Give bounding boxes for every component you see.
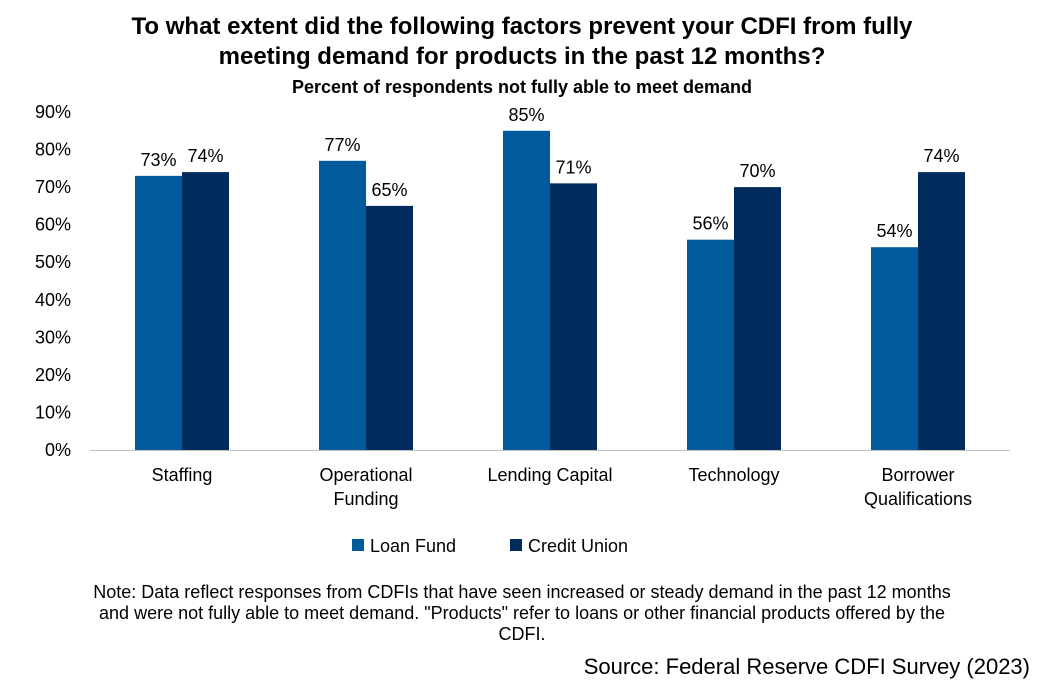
bar-loan-fund (503, 130, 550, 450)
bar-credit-union (182, 172, 229, 451)
data-label: 73% (140, 150, 176, 170)
data-label: 56% (692, 214, 728, 234)
data-label: 71% (555, 157, 591, 177)
bar-loan-fund (687, 239, 734, 450)
y-tick-label: 60% (35, 215, 71, 235)
bar-loan-fund (871, 247, 918, 450)
bar-loan-fund (135, 175, 182, 450)
bar-loan-fund (319, 160, 366, 451)
x-tick-label: Lending Capital (487, 465, 612, 485)
bar-credit-union (550, 183, 597, 450)
bar-chart: 0% 10% 20% 30% 40% 50% 60% 70% 80% 90% 73% 74% Staff… (35, 102, 1010, 556)
chart-title-line-1: To what extent did the following factors… (131, 13, 913, 40)
y-tick-label: 70% (35, 177, 71, 197)
bar-credit-union (734, 187, 781, 450)
bar-credit-union (918, 172, 965, 451)
y-tick-label: 30% (35, 327, 71, 347)
y-tick-label: 90% (35, 102, 71, 122)
chart-title-line-2: meeting demand for products in the past … (218, 43, 826, 70)
y-tick-label: 0% (45, 440, 71, 460)
x-tick-label: Qualifications (864, 489, 972, 509)
data-label: 74% (187, 146, 223, 166)
source-credit: Source: Federal Reserve CDFI Survey (202… (583, 654, 1030, 679)
chart-subtitle: Percent of respondents not fully able to… (291, 77, 753, 97)
note-line-3: CDFI. (498, 624, 546, 644)
bar-credit-union (366, 205, 413, 450)
chart-note: Note: Data reflect responses from CDFIs … (0, 582, 1044, 645)
x-tick-label: Staffing (152, 465, 213, 485)
x-tick-label: Technology (688, 465, 779, 485)
legend-swatch-credit-union (510, 539, 522, 551)
legend-label-loan-fund: Loan Fund (370, 536, 456, 556)
data-label: 74% (923, 146, 959, 166)
x-tick-label: Funding (333, 489, 398, 509)
data-label: 85% (508, 105, 544, 125)
y-tick-label: 80% (35, 140, 71, 160)
data-label: 65% (371, 180, 407, 200)
legend-label-credit-union: Credit Union (528, 536, 628, 556)
note-line-2: and were not fully able to meet demand. … (99, 603, 945, 623)
data-label: 70% (739, 161, 775, 181)
x-tick-label: Borrower (881, 465, 954, 485)
x-tick-label: Operational (319, 465, 412, 485)
y-tick-label: 50% (35, 252, 71, 272)
y-tick-label: 40% (35, 290, 71, 310)
y-tick-label: 20% (35, 365, 71, 385)
data-label: 54% (876, 221, 912, 241)
note-line-1: Note: Data reflect responses from CDFIs … (93, 582, 951, 602)
y-tick-label: 10% (35, 402, 71, 422)
data-label: 77% (324, 135, 360, 155)
legend-swatch-loan-fund (352, 539, 364, 551)
